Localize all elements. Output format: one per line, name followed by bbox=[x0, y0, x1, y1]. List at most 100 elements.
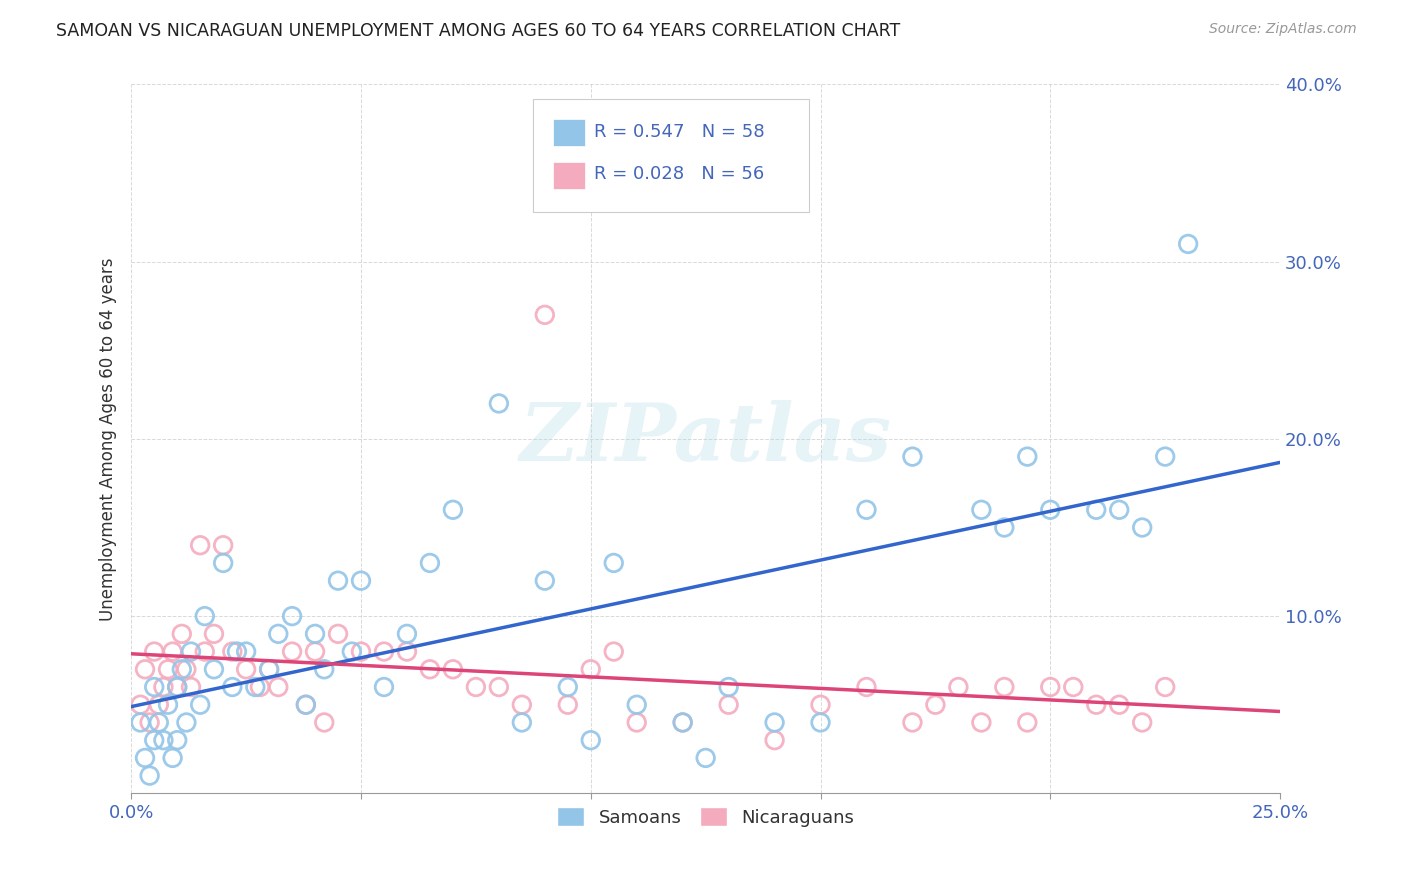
Text: Source: ZipAtlas.com: Source: ZipAtlas.com bbox=[1209, 22, 1357, 37]
Point bbox=[1062, 680, 1084, 694]
Point bbox=[1017, 715, 1039, 730]
Point bbox=[202, 627, 225, 641]
Point bbox=[152, 680, 174, 694]
Point bbox=[166, 680, 188, 694]
Point bbox=[166, 680, 188, 694]
Point bbox=[672, 715, 695, 730]
Point bbox=[212, 538, 235, 552]
Point bbox=[924, 698, 946, 712]
Point bbox=[180, 680, 202, 694]
Point bbox=[603, 644, 626, 658]
Point bbox=[626, 698, 648, 712]
Point bbox=[170, 662, 193, 676]
Point bbox=[350, 644, 373, 658]
Point bbox=[166, 733, 188, 747]
Point bbox=[717, 698, 740, 712]
Point bbox=[314, 715, 336, 730]
Point bbox=[488, 396, 510, 410]
Point bbox=[373, 644, 395, 658]
Point bbox=[395, 644, 418, 658]
Point bbox=[1154, 680, 1177, 694]
Point bbox=[295, 698, 318, 712]
Point bbox=[1177, 236, 1199, 251]
Text: R = 0.028   N = 56: R = 0.028 N = 56 bbox=[595, 166, 765, 184]
FancyBboxPatch shape bbox=[553, 161, 585, 188]
Point bbox=[1039, 503, 1062, 517]
Point bbox=[763, 715, 786, 730]
Point bbox=[176, 715, 198, 730]
Point bbox=[267, 627, 290, 641]
Point bbox=[304, 627, 326, 641]
Point bbox=[695, 751, 717, 765]
Point bbox=[188, 698, 211, 712]
Point bbox=[1017, 450, 1039, 464]
Point bbox=[557, 680, 579, 694]
Point bbox=[970, 503, 993, 517]
Point bbox=[143, 733, 166, 747]
Point bbox=[212, 556, 235, 570]
Point bbox=[202, 662, 225, 676]
Point bbox=[579, 733, 602, 747]
Point bbox=[143, 680, 166, 694]
Point bbox=[235, 662, 257, 676]
Point bbox=[855, 503, 877, 517]
Point bbox=[226, 644, 249, 658]
Point bbox=[176, 662, 198, 676]
Point bbox=[257, 662, 280, 676]
Point bbox=[350, 574, 373, 588]
Point bbox=[235, 644, 257, 658]
Point bbox=[510, 698, 533, 712]
Point bbox=[1154, 450, 1177, 464]
FancyBboxPatch shape bbox=[533, 99, 808, 212]
Point bbox=[533, 308, 555, 322]
Point bbox=[672, 715, 695, 730]
Point bbox=[603, 556, 626, 570]
Point bbox=[763, 733, 786, 747]
Point bbox=[138, 769, 160, 783]
Point bbox=[510, 715, 533, 730]
Point bbox=[970, 715, 993, 730]
Text: SAMOAN VS NICARAGUAN UNEMPLOYMENT AMONG AGES 60 TO 64 YEARS CORRELATION CHART: SAMOAN VS NICARAGUAN UNEMPLOYMENT AMONG … bbox=[56, 22, 900, 40]
Point bbox=[340, 644, 363, 658]
Point bbox=[419, 556, 441, 570]
Point bbox=[373, 680, 395, 694]
Point bbox=[129, 715, 152, 730]
Point bbox=[170, 627, 193, 641]
Text: ZIPatlas: ZIPatlas bbox=[520, 401, 891, 477]
Point bbox=[557, 698, 579, 712]
Point bbox=[488, 680, 510, 694]
Point bbox=[156, 698, 179, 712]
Text: R = 0.547   N = 58: R = 0.547 N = 58 bbox=[595, 123, 765, 141]
Point bbox=[1108, 503, 1130, 517]
Point bbox=[441, 503, 464, 517]
Point bbox=[221, 644, 243, 658]
Point bbox=[281, 644, 304, 658]
Point bbox=[717, 680, 740, 694]
FancyBboxPatch shape bbox=[553, 120, 585, 146]
Point bbox=[314, 662, 336, 676]
Point bbox=[249, 680, 271, 694]
Point bbox=[1130, 520, 1153, 534]
Point bbox=[1130, 715, 1153, 730]
Point bbox=[257, 662, 280, 676]
Point bbox=[148, 715, 170, 730]
Point bbox=[855, 680, 877, 694]
Point bbox=[441, 662, 464, 676]
Point bbox=[993, 520, 1015, 534]
Point bbox=[188, 538, 211, 552]
Point bbox=[326, 627, 349, 641]
Point bbox=[134, 751, 156, 765]
Point bbox=[152, 733, 174, 747]
Point bbox=[267, 680, 290, 694]
Point bbox=[245, 680, 267, 694]
Point bbox=[901, 715, 924, 730]
Point bbox=[1039, 680, 1062, 694]
Point bbox=[221, 680, 243, 694]
Legend: Samoans, Nicaraguans: Samoans, Nicaraguans bbox=[550, 800, 862, 834]
Point bbox=[1108, 698, 1130, 712]
Point bbox=[419, 662, 441, 676]
Point bbox=[194, 609, 217, 624]
Point bbox=[180, 644, 202, 658]
Point bbox=[464, 680, 486, 694]
Point bbox=[533, 574, 555, 588]
